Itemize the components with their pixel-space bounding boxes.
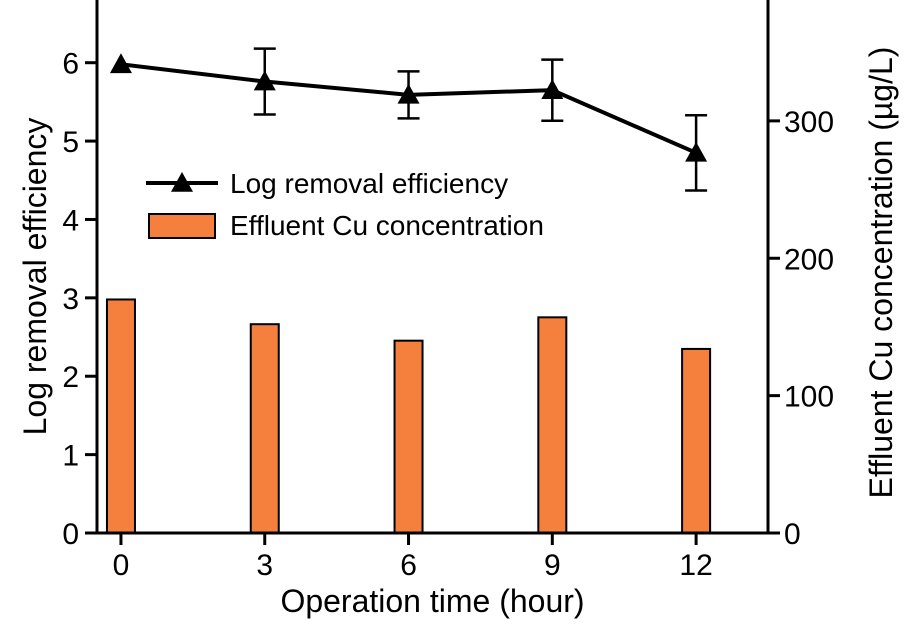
- right-tick-label: 300: [784, 106, 834, 139]
- bar-cu-0: [105, 298, 136, 535]
- legend-label-line: Log removal efficiency: [230, 168, 508, 199]
- x-tick-label: 0: [113, 549, 130, 582]
- left-tick-label: 1: [62, 440, 79, 473]
- x-axis-title: Operation time (hour): [280, 583, 584, 619]
- plot-frame: [95, 0, 770, 535]
- legend-label-bar: Effluent Cu concentration: [230, 210, 544, 241]
- left-tick-label: 4: [62, 204, 79, 237]
- left-axis: 0 1 2 3 4 5 6: [62, 48, 97, 551]
- x-tick-label: 9: [544, 549, 561, 582]
- bar-cu-6: [393, 339, 424, 534]
- line-series-layer: [109, 47, 708, 192]
- triangle-marker-6: [397, 83, 420, 104]
- left-tick-label: 0: [62, 518, 79, 551]
- bar-cu-9: [537, 316, 568, 535]
- right-y-axis-title: Effluent Cu concentration (µg/L): [863, 47, 899, 499]
- triangle-marker-9: [541, 79, 564, 99]
- left-y-axis-title: Log removal efficiency: [17, 118, 53, 436]
- right-axis: 0 100 200 300: [768, 106, 834, 551]
- legend: Log removal efficiency Effluent Cu conce…: [146, 168, 544, 241]
- x-axis: 0 3 6 9 12: [113, 533, 713, 582]
- bar-cu-12: [681, 347, 712, 534]
- right-tick-label: 200: [784, 243, 834, 276]
- x-tick-label: 3: [256, 549, 273, 582]
- legend-bar-swatch: [148, 213, 216, 239]
- triangle-marker-3: [253, 70, 276, 91]
- triangle-marker-12: [685, 141, 708, 162]
- left-tick-label: 6: [62, 48, 79, 81]
- right-tick-label: 100: [784, 381, 834, 414]
- left-tick-label: 3: [62, 283, 79, 316]
- bar-cu-3: [249, 323, 280, 534]
- left-tick-label: 5: [62, 126, 79, 159]
- bars-layer: [105, 298, 712, 535]
- right-tick-label: 0: [784, 518, 801, 551]
- triangle-marker-0: [109, 53, 132, 74]
- legend-triangle-marker-icon: [171, 172, 193, 192]
- x-tick-label: 6: [400, 549, 417, 582]
- left-tick-label: 2: [62, 361, 79, 394]
- x-tick-label: 12: [679, 549, 712, 582]
